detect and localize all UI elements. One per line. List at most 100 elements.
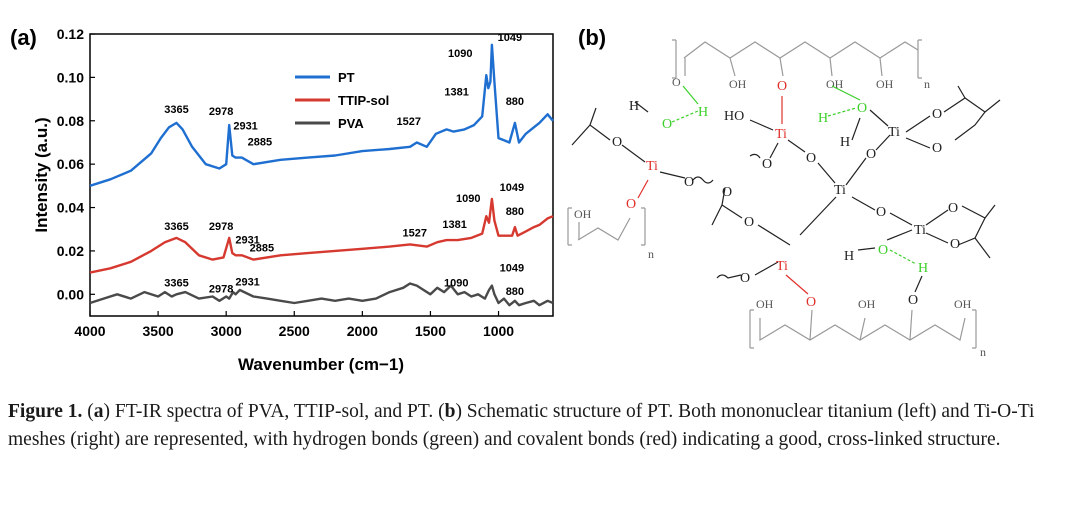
peak-label: 1381 bbox=[444, 86, 468, 98]
peak-label: 1049 bbox=[498, 32, 522, 44]
o-label: O bbox=[857, 101, 867, 116]
y-tick-label: 0.02 bbox=[57, 243, 84, 259]
o-label: O bbox=[878, 243, 888, 258]
o-label: O bbox=[948, 201, 958, 216]
chain-oh-label: OH bbox=[729, 77, 747, 91]
caption-panel-ref: b bbox=[444, 401, 456, 422]
o-label: O bbox=[876, 205, 886, 220]
ti-label: Ti bbox=[775, 127, 787, 142]
x-tick-label: 3000 bbox=[211, 323, 242, 339]
chain-oh-label: OH bbox=[756, 297, 774, 311]
hydrogen-bond bbox=[889, 249, 917, 265]
legend: PT TTIP-sol PVA bbox=[295, 70, 389, 131]
o-label: O bbox=[626, 197, 636, 212]
x-tick-label: 2500 bbox=[279, 323, 310, 339]
ftir-chart: 4000 3500 3000 2500 2000 1500 1000 0.00 0.02 0.04… bbox=[32, 26, 554, 374]
caption-text: ) Schematic structure of PT. Both mononu… bbox=[8, 401, 1035, 450]
o-label: O bbox=[806, 151, 816, 166]
chain-oh-label: OH bbox=[954, 297, 972, 311]
hydrogen-bond-link bbox=[831, 85, 861, 101]
o-label: O bbox=[744, 215, 754, 230]
h-label: H bbox=[840, 135, 850, 150]
y-tick-label: 0.08 bbox=[57, 113, 84, 129]
h-label: H bbox=[918, 261, 928, 276]
peak-label: 3365 bbox=[164, 104, 188, 116]
figure-1: (a) 4000 3500 3000 2500 2000 1500 1000 0.00 0.02… bbox=[10, 25, 1001, 374]
ho-label: HO bbox=[724, 109, 744, 124]
x-axis-title: Wavenumber (cm−1) bbox=[238, 355, 404, 374]
o-ti-bond bbox=[869, 109, 889, 127]
peak-label: 880 bbox=[506, 96, 524, 108]
hydrogen-bond-link bbox=[682, 85, 699, 105]
chain-oh-label: OH bbox=[858, 297, 876, 311]
legend-label: TTIP-sol bbox=[338, 93, 389, 108]
peak-label: 1381 bbox=[442, 219, 466, 231]
x-tick-label: 2000 bbox=[347, 323, 378, 339]
ti-label: Ti bbox=[834, 183, 846, 198]
o-label: O bbox=[950, 237, 960, 252]
h-label: H bbox=[844, 249, 854, 264]
series-line-ttip-sol bbox=[89, 197, 554, 274]
panel-b-label: (b) bbox=[578, 25, 606, 50]
peak-label: 2978 bbox=[209, 284, 233, 296]
y-tick-label: 0.06 bbox=[57, 156, 84, 172]
o-label: O bbox=[722, 185, 732, 200]
peak-label: 1090 bbox=[444, 278, 468, 290]
h-o-bond bbox=[914, 275, 923, 293]
peak-label: 2885 bbox=[250, 242, 274, 254]
caption-text: ) FT-IR spectra of PVA, TTIP-sol, and PT… bbox=[103, 401, 445, 422]
o-label: O bbox=[932, 141, 942, 156]
peak-label: 1049 bbox=[500, 263, 524, 275]
ti-label: Ti bbox=[888, 125, 900, 140]
x-tick-label: 1500 bbox=[415, 323, 446, 339]
peak-label: 1527 bbox=[403, 228, 427, 240]
o-ti-bond bbox=[886, 229, 913, 241]
hydrogen-bond bbox=[827, 107, 857, 117]
pt-structure-diagram: O OH OH OH n O Ti O H O H O OH n bbox=[567, 39, 1001, 359]
covalent-bond bbox=[637, 179, 649, 199]
covalent-bond bbox=[785, 274, 809, 295]
ti-label: Ti bbox=[776, 259, 788, 274]
o-label: O bbox=[932, 107, 942, 122]
o-label: O bbox=[908, 293, 918, 308]
peak-label: 2885 bbox=[248, 137, 272, 149]
peak-label: 3365 bbox=[164, 277, 188, 289]
y-tick-label: 0.10 bbox=[57, 69, 84, 85]
ti-label: Ti bbox=[646, 159, 658, 174]
chain-o-label: O bbox=[672, 75, 681, 89]
pva-chain-top bbox=[672, 39, 922, 79]
x-tick-label: 3500 bbox=[143, 323, 174, 339]
series-line-pt bbox=[89, 43, 554, 187]
peak-label: 2978 bbox=[209, 106, 233, 118]
peak-label: 1527 bbox=[397, 116, 421, 128]
h-label: H bbox=[818, 111, 828, 126]
o-label: O bbox=[662, 117, 672, 132]
o-label: O bbox=[762, 157, 772, 172]
pva-chain-left bbox=[567, 207, 646, 246]
chain-oh-label: OH bbox=[574, 207, 592, 221]
peak-label: 2931 bbox=[235, 276, 259, 288]
caption-figure-label: Figure 1. bbox=[8, 401, 83, 422]
chain-oh-label: OH bbox=[826, 77, 844, 91]
legend-label: PVA bbox=[338, 116, 364, 131]
chain-n-label: n bbox=[924, 77, 930, 91]
pva-chain-bottom bbox=[749, 309, 977, 349]
peak-label: 2931 bbox=[233, 121, 257, 133]
chain-oh-label: OH bbox=[876, 77, 894, 91]
peak-label: 3365 bbox=[164, 221, 188, 233]
ti-label: Ti bbox=[914, 223, 926, 238]
chain-n-label: n bbox=[980, 345, 986, 359]
o-label: O bbox=[866, 147, 876, 162]
hydrogen-bond bbox=[671, 110, 699, 123]
h-label: H bbox=[698, 105, 708, 120]
x-tick-label: 1000 bbox=[483, 323, 514, 339]
figure-caption: Figure 1. (a) FT-IR spectra of PVA, TTIP… bbox=[8, 398, 1074, 454]
ti-o-ti-mesh bbox=[711, 85, 1001, 279]
o-label: O bbox=[612, 135, 622, 150]
oh-bond bbox=[851, 117, 861, 141]
y-tick-label: 0.04 bbox=[57, 200, 84, 216]
o-label: O bbox=[806, 295, 816, 310]
peak-label: 1049 bbox=[500, 182, 524, 194]
peak-label: 880 bbox=[506, 206, 524, 218]
